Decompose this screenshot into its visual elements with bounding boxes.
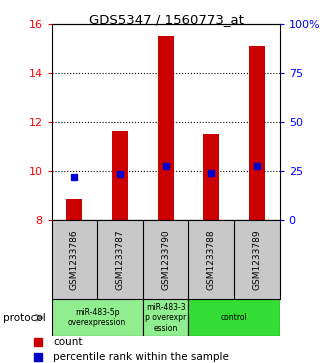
Text: GSM1233786: GSM1233786	[70, 229, 79, 290]
Text: GSM1233790: GSM1233790	[161, 229, 170, 290]
Text: GDS5347 / 1560773_at: GDS5347 / 1560773_at	[89, 13, 244, 26]
Bar	[203, 134, 219, 220]
Bar	[249, 46, 265, 220]
Text: count: count	[53, 337, 83, 347]
Bar	[143, 299, 188, 336]
Bar	[158, 36, 173, 220]
Text: GSM1233789: GSM1233789	[252, 229, 261, 290]
Text: control: control	[221, 313, 247, 322]
Text: miR-483-3
p overexpr
ession: miR-483-3 p overexpr ession	[145, 303, 186, 333]
Bar	[112, 131, 128, 220]
Text: miR-483-5p
overexpression: miR-483-5p overexpression	[68, 308, 126, 327]
Text: percentile rank within the sample: percentile rank within the sample	[53, 352, 229, 362]
Text: protocol: protocol	[3, 313, 46, 323]
Bar	[188, 299, 280, 336]
Text: GSM1233788: GSM1233788	[207, 229, 216, 290]
Text: GSM1233787: GSM1233787	[116, 229, 125, 290]
Bar	[52, 299, 143, 336]
Bar	[67, 199, 82, 220]
